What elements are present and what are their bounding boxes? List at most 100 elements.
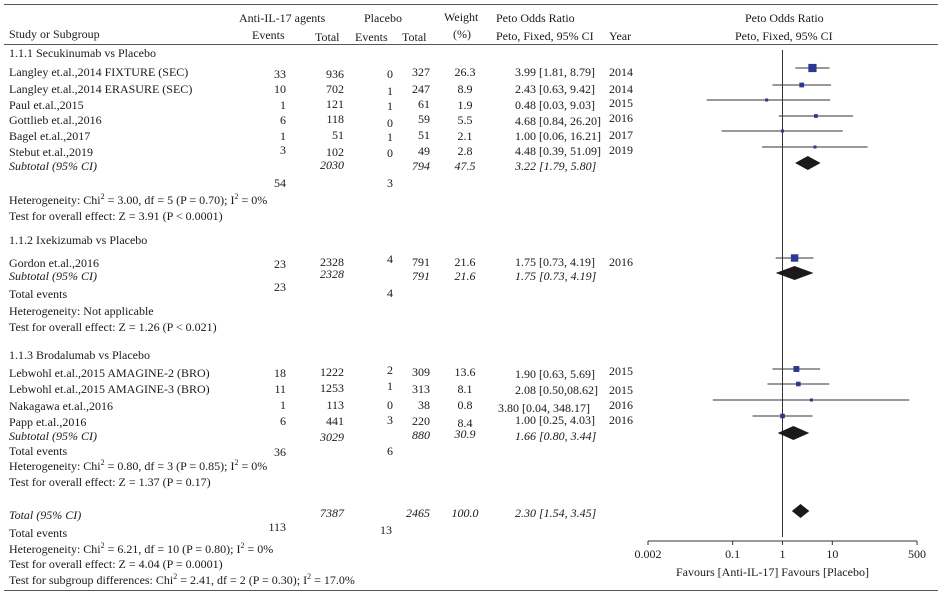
study-events-1: 6 bbox=[280, 113, 286, 127]
study-events-2: 0 bbox=[387, 116, 393, 130]
heterogeneity: Heterogeneity: Chi2 = 0.80, df = 3 (P = … bbox=[9, 458, 268, 473]
study-ci: 4.48 [0.39, 51.09] bbox=[515, 144, 601, 158]
study-name: Langley et.al.,2014 FIXTURE (SEC) bbox=[9, 65, 189, 79]
study-events-2: 2 bbox=[387, 363, 393, 377]
overall-effect: Test for overall effect: Z = 1.37 (P = 0… bbox=[9, 475, 211, 489]
study-events-2: 0 bbox=[387, 67, 393, 81]
subtotal-weight: 21.6 bbox=[454, 269, 476, 283]
study-total-2: 59 bbox=[418, 112, 430, 126]
header-or-title: Peto Odds Ratio bbox=[496, 11, 575, 25]
study-ci: 1.00 [0.06, 16.21] bbox=[515, 129, 601, 143]
subgroup-differences: Test for subgroup differences: Chi2 = 2.… bbox=[9, 572, 355, 587]
study-weight: 5.5 bbox=[457, 113, 473, 127]
study-ci: 0.48 [0.03, 9.03] bbox=[515, 98, 595, 112]
study-events-2: 1 bbox=[387, 99, 393, 113]
total-label: Total (95% CI) bbox=[9, 508, 82, 522]
study-total-1: 113 bbox=[326, 398, 344, 412]
total-events-2: 13 bbox=[380, 523, 392, 537]
subtotal-diamond bbox=[775, 266, 814, 280]
subtotal-ci: 3.22 [1.79, 5.80] bbox=[515, 159, 597, 173]
events-2: 4 bbox=[387, 286, 393, 300]
effect-marker bbox=[796, 381, 801, 387]
header-plot-title: Peto Odds Ratio bbox=[745, 11, 824, 25]
study-total-2: 327 bbox=[412, 65, 430, 79]
study-events-1: 18 bbox=[274, 366, 286, 380]
effect-marker bbox=[780, 413, 785, 419]
study-total-1: 1253 bbox=[320, 381, 344, 395]
study-name: Nakagawa et.al.,2016 bbox=[9, 399, 113, 413]
x-tick-label: 10 bbox=[826, 547, 838, 561]
study-ci: 1.90 [0.63, 5.69] bbox=[515, 367, 595, 381]
study-ci: 4.68 [0.84, 26.20] bbox=[515, 114, 601, 128]
study-events-1: 3 bbox=[280, 143, 286, 157]
subtotal-label: Subtotal (95% CI) bbox=[9, 159, 97, 173]
study-total-1: 441 bbox=[326, 414, 344, 428]
study-total-2: 61 bbox=[418, 97, 430, 111]
study-year: 2017 bbox=[609, 128, 633, 142]
header-group2-total: Total bbox=[402, 30, 427, 44]
study-weight: 21.6 bbox=[454, 255, 476, 269]
header-year-label: Year bbox=[609, 29, 632, 43]
subtotal-total-2: 794 bbox=[412, 159, 430, 173]
effect-marker bbox=[809, 398, 813, 402]
study-total-2: 38 bbox=[418, 398, 430, 412]
study-name: Lebwohl et.al.,2015 AMAGINE-2 (BRO) bbox=[9, 366, 210, 380]
header-group2-events: Events bbox=[355, 30, 388, 44]
study-total-1: 51 bbox=[332, 128, 344, 142]
study-total-1: 936 bbox=[326, 67, 344, 81]
group-1-title: 1.1.1 Secukinumab vs Placebo bbox=[9, 46, 156, 60]
study-name: Langley et.al.,2014 ERASURE (SEC) bbox=[9, 82, 193, 96]
study-name: Gordon et.al.,2016 bbox=[9, 256, 99, 270]
study-year: 2015 bbox=[609, 364, 633, 378]
effect-marker bbox=[813, 145, 817, 149]
subtotal-label: Subtotal (95% CI) bbox=[9, 269, 97, 283]
study-name: Gottlieb et.al.,2016 bbox=[9, 113, 102, 127]
study-weight: 2.1 bbox=[457, 129, 473, 143]
total-events-label: Total events bbox=[9, 444, 68, 458]
total-diamond bbox=[791, 504, 810, 518]
study-total-2: 220 bbox=[412, 414, 430, 428]
study-year: 2016 bbox=[609, 255, 633, 269]
subtotal-label: Subtotal (95% CI) bbox=[9, 429, 97, 443]
header-or-sub: Peto, Fixed, 95% CI bbox=[496, 29, 594, 43]
study-total-1: 102 bbox=[326, 145, 344, 159]
study-events-2: 1 bbox=[387, 84, 393, 98]
study-events-2: 1 bbox=[387, 130, 393, 144]
total-total-1: 7387 bbox=[320, 506, 344, 520]
study-total-1: 2328 bbox=[320, 255, 344, 269]
study-total-2: 247 bbox=[412, 82, 430, 96]
study-year: 2016 bbox=[609, 111, 633, 125]
study-weight: 13.6 bbox=[454, 365, 476, 379]
study-ci: 2.43 [0.63, 9.42] bbox=[515, 82, 595, 96]
study-year: 2016 bbox=[609, 398, 633, 412]
study-events-1: 11 bbox=[274, 382, 286, 396]
study-year: 2015 bbox=[609, 383, 633, 397]
study-events-1: 1 bbox=[280, 129, 286, 143]
effect-marker bbox=[814, 114, 818, 118]
effect-marker bbox=[790, 254, 799, 262]
study-year: 2014 bbox=[609, 65, 633, 79]
top-rule bbox=[4, 4, 938, 5]
study-weight: 2.8 bbox=[457, 144, 473, 158]
header-rule bbox=[4, 44, 938, 45]
study-name: Lebwohl et.al.,2015 AMAGINE-3 (BRO) bbox=[9, 382, 210, 396]
study-total-1: 702 bbox=[326, 82, 344, 96]
total-total-2: 2465 bbox=[406, 506, 430, 520]
study-total-1: 1222 bbox=[320, 365, 344, 379]
study-events-1: 33 bbox=[274, 67, 286, 81]
study-ci: 1.00 [0.25, 4.03] bbox=[515, 413, 595, 427]
heterogeneity: Heterogeneity: Not applicable bbox=[9, 304, 154, 318]
effect-marker bbox=[799, 82, 805, 88]
study-year: 2019 bbox=[609, 143, 633, 157]
header-weight-title: Weight bbox=[444, 10, 479, 24]
study-events-1: 6 bbox=[280, 414, 286, 428]
events-2: 6 bbox=[387, 444, 393, 458]
study-year: 2015 bbox=[609, 96, 633, 110]
study-events-1: 1 bbox=[280, 398, 286, 412]
header-group1-total: Total bbox=[315, 30, 340, 44]
effect-marker bbox=[765, 98, 769, 102]
subtotal-total-1: 3029 bbox=[320, 430, 344, 444]
subtotal-ci: 1.75 [0.73, 4.19] bbox=[515, 269, 597, 283]
header-group1-events: Events bbox=[252, 28, 285, 42]
